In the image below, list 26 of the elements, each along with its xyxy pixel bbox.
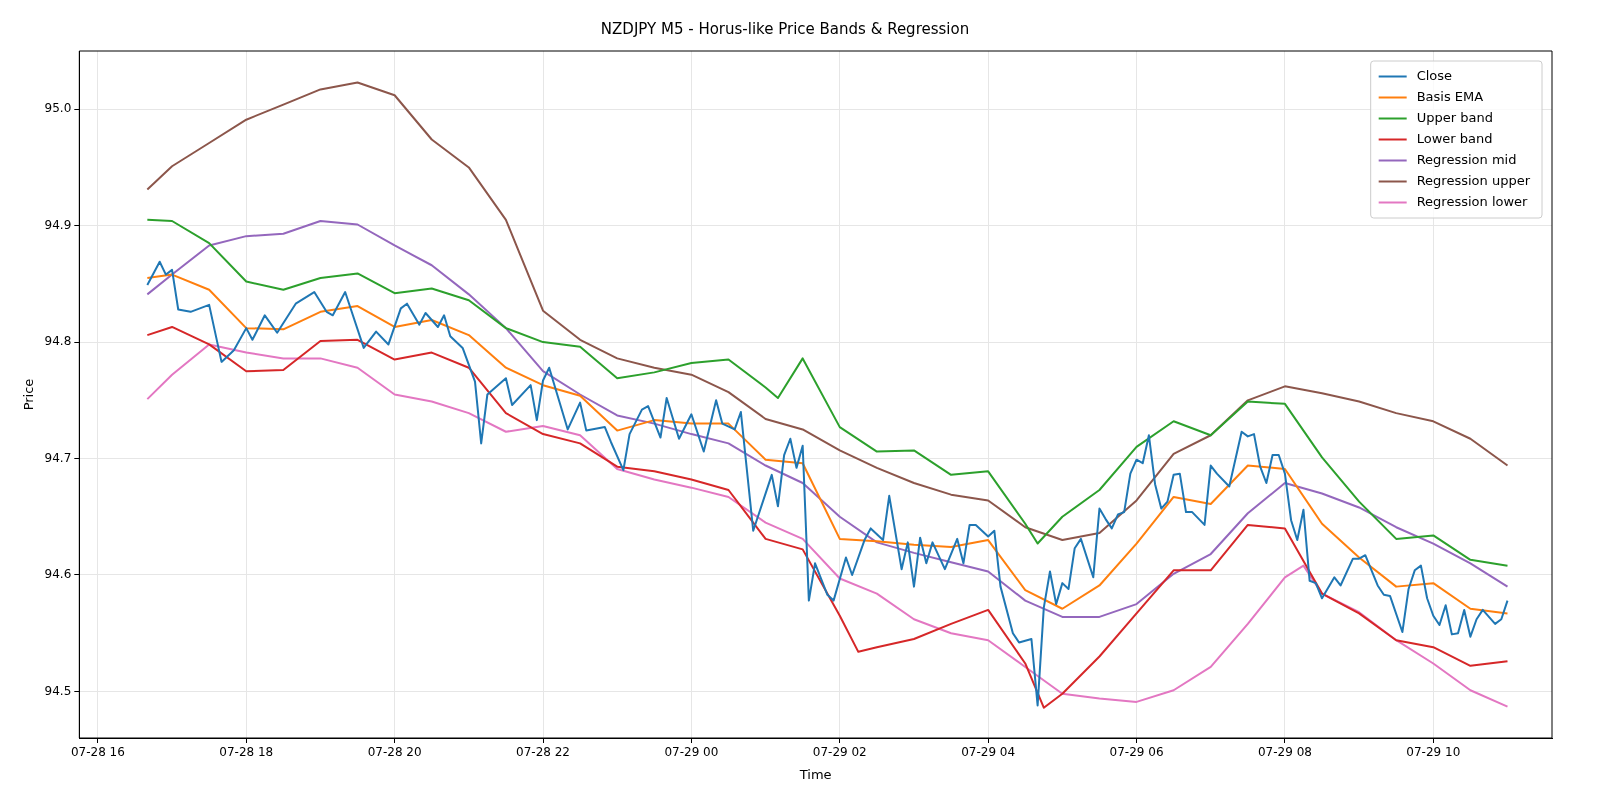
- legend-label: Regression upper: [1416, 172, 1531, 188]
- legend-label: Basis EMA: [1416, 88, 1484, 104]
- x-tick-label: 07-28 22: [516, 745, 570, 760]
- legend-label: Regression mid: [1416, 151, 1517, 167]
- x-tick-label: 07-29 06: [1109, 745, 1164, 760]
- legend-label: Upper band: [1416, 109, 1493, 125]
- x-tick-label: 07-29 00: [664, 745, 719, 760]
- x-tick-label: 07-29 04: [961, 745, 1016, 760]
- x-tick-label: 07-29 08: [1257, 745, 1312, 760]
- x-tick-label: 07-29 10: [1406, 745, 1461, 760]
- x-tick-label: 07-28 18: [219, 745, 274, 760]
- y-axis-title: Price: [21, 378, 37, 411]
- legend-label: Regression lower: [1416, 193, 1529, 209]
- y-tick-label: 95.0: [44, 101, 72, 116]
- x-axis-title: Time: [798, 766, 832, 782]
- y-tick-label: 94.8: [44, 334, 72, 349]
- y-tick-label: 94.9: [44, 217, 72, 232]
- y-tick-label: 94.7: [44, 450, 72, 465]
- x-tick-label: 07-28 20: [367, 745, 422, 760]
- y-tick-label: 94.5: [44, 683, 72, 698]
- chart-title: NZDJPY M5 - Horus-like Price Bands & Regression: [600, 19, 970, 38]
- legend-label: Close: [1416, 67, 1453, 83]
- x-tick-label: 07-29 02: [812, 745, 867, 760]
- legend-label: Lower band: [1416, 130, 1493, 146]
- x-tick-label: 07-28 16: [70, 745, 125, 760]
- y-tick-label: 94.6: [44, 567, 72, 582]
